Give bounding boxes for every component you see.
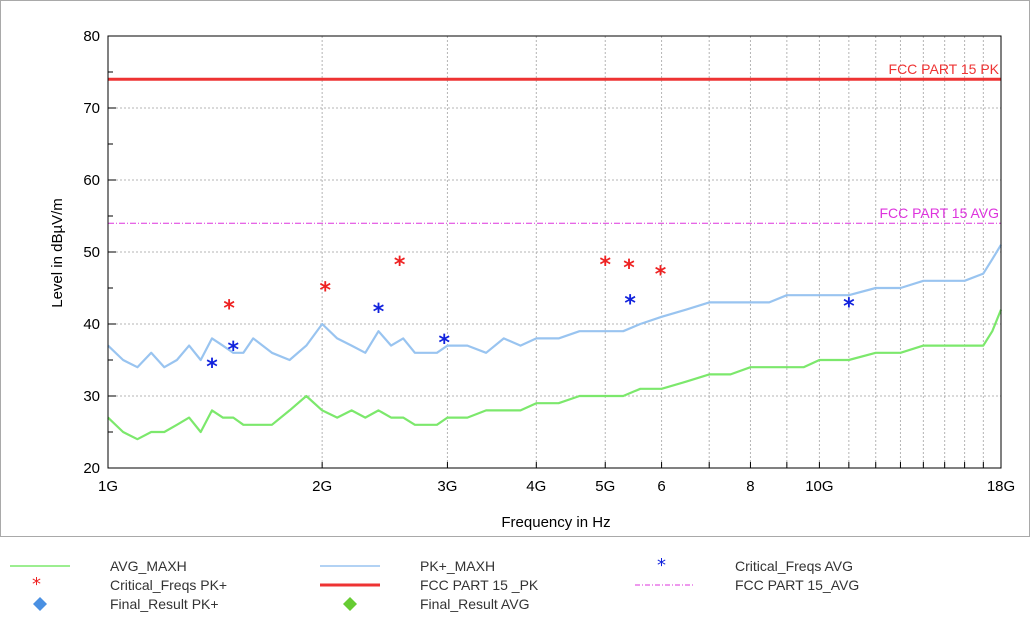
legend-label: Final_Result AVG xyxy=(420,596,530,612)
diamond-icon xyxy=(33,597,47,611)
chart-series xyxy=(107,244,1003,441)
asterisk-icon: * xyxy=(657,558,666,574)
legend-label: Critical_Freqs AVG xyxy=(735,558,853,574)
critical-freq-marker: * xyxy=(599,253,611,278)
x-tick-label: 6 xyxy=(657,478,665,495)
y-tick-label: 50 xyxy=(83,244,100,261)
dashdot-line-icon xyxy=(635,584,695,586)
critical-freq-marker: * xyxy=(439,331,451,356)
x-tick-label: 2G xyxy=(312,478,332,495)
critical-freq-marker: * xyxy=(655,263,667,288)
limit-line-label: FCC PART 15 AVG xyxy=(879,205,999,221)
y-tick-label: 20 xyxy=(83,460,100,477)
chart-legend: AVG_MAXH PK+_MAXH * Critical_Freqs AVG *… xyxy=(0,558,1032,619)
asterisk-icon: * xyxy=(32,577,41,593)
x-tick-label: 1G xyxy=(98,478,118,495)
x-tick-label: 4G xyxy=(526,478,546,495)
critical-freq-marker: * xyxy=(319,278,331,303)
critical-freq-marker: * xyxy=(373,300,385,325)
series-line-avg-maxh xyxy=(107,309,1003,441)
chart-axes: 20 30 40 50 60 70 80 1G 2G 3G 4G 5G 6 8 10G 18G xyxy=(83,28,1015,495)
chart-frame: FCC PART 15 PK FCC PART 15 AVG * * * * * * * * * *… xyxy=(0,0,1030,537)
chart-markers: * * * * * * * * * * * * xyxy=(206,253,855,380)
critical-freq-marker: * xyxy=(394,253,406,278)
critical-freq-marker: * xyxy=(223,296,235,321)
legend-label: FCC PART 15 _PK xyxy=(420,577,539,593)
limit-lines: FCC PART 15 PK FCC PART 15 AVG xyxy=(108,61,1001,224)
critical-freq-marker: * xyxy=(623,256,635,281)
line-symbol-icon xyxy=(10,565,70,567)
x-tick-label: 10G xyxy=(805,478,833,495)
legend-label: Critical_Freqs PK+ xyxy=(110,577,228,593)
limit-line-label: FCC PART 15 PK xyxy=(889,61,1000,77)
y-tick-label: 40 xyxy=(83,316,100,333)
legend-label: Final_Result PK+ xyxy=(110,596,219,612)
critical-freq-marker: * xyxy=(228,338,240,363)
y-tick-label: 80 xyxy=(83,28,100,45)
x-tick-label: 3G xyxy=(437,478,457,495)
svg-text:*: * xyxy=(657,558,666,574)
y-tick-label: 60 xyxy=(83,172,100,189)
legend-label: FCC PART 15_AVG xyxy=(735,577,860,593)
x-tick-label: 5G xyxy=(595,478,615,495)
legend-label: AVG_MAXH xyxy=(110,558,187,574)
line-symbol-icon xyxy=(320,565,380,567)
critical-freq-marker: * xyxy=(843,294,855,319)
plot-border xyxy=(107,35,1002,469)
x-tick-label: 18G xyxy=(987,478,1015,495)
legend-label: PK+_MAXH xyxy=(420,558,496,574)
y-axis-title: Level in dBµV/m xyxy=(49,198,66,308)
critical-freq-marker: * xyxy=(624,291,636,316)
series-line-pk-maxh xyxy=(107,244,1002,369)
diamond-icon xyxy=(343,597,357,611)
y-tick-label: 30 xyxy=(83,388,100,405)
svg-text:*: * xyxy=(32,577,41,593)
x-axis-title: Frequency in Hz xyxy=(501,514,610,531)
x-tick-label: 8 xyxy=(746,478,754,495)
y-tick-label: 70 xyxy=(83,100,100,117)
line-symbol-icon xyxy=(320,583,380,587)
critical-freq-marker: * xyxy=(206,355,218,380)
